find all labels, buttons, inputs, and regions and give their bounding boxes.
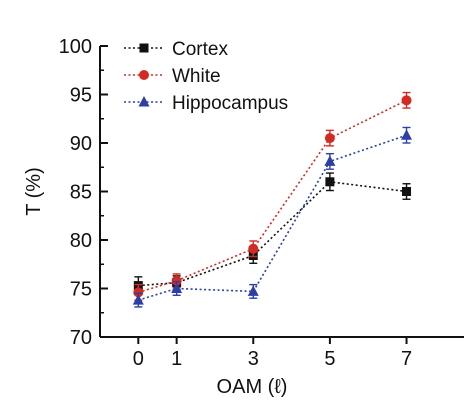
x-tick-label: 5 — [324, 348, 335, 370]
legend-marker — [139, 43, 149, 53]
x-tick-label: 3 — [248, 348, 259, 370]
series-line — [138, 99, 407, 294]
data-point — [171, 282, 183, 293]
legend-marker — [138, 96, 150, 107]
data-point — [324, 155, 336, 166]
legend-entry: White — [124, 66, 221, 87]
y-tick-label: 75 — [70, 279, 92, 301]
y-tick-label: 95 — [70, 85, 92, 107]
data-point — [401, 129, 413, 140]
data-point — [402, 187, 412, 196]
data-point — [133, 287, 144, 298]
y-tick-label: 80 — [70, 230, 92, 252]
data-point — [401, 95, 412, 106]
data-point — [247, 285, 259, 296]
data-point — [248, 243, 259, 254]
data-point — [171, 275, 182, 286]
y-tick-label: 70 — [70, 327, 92, 349]
series-layer — [132, 91, 413, 308]
data-point — [132, 294, 144, 305]
x-tick-label: 0 — [133, 348, 144, 370]
legend: Cortex White Hippocampus — [124, 39, 288, 114]
legend-label: Hippocampus — [172, 93, 288, 114]
axes: 70 75 80 85 90 95 100 0 1 3 5 7 — [59, 36, 464, 370]
legend-marker — [139, 70, 149, 80]
y-tick-label: 85 — [70, 182, 92, 204]
y-axis-title: T (%) — [23, 167, 45, 216]
y-tick-label: 90 — [70, 133, 92, 155]
y-tick-label: 100 — [59, 36, 92, 58]
series-hippocampus — [132, 126, 413, 308]
x-tick-label: 1 — [171, 348, 182, 370]
data-point — [324, 133, 335, 144]
series-white — [133, 91, 412, 301]
data-point — [325, 177, 335, 187]
x-tick-label: 7 — [401, 348, 412, 370]
x-axis-title: OAM (ℓ) — [217, 376, 288, 398]
legend-label: White — [172, 66, 221, 87]
legend-label: Cortex — [172, 39, 228, 60]
legend-entry: Hippocampus — [124, 93, 288, 114]
legend-entry: Cortex — [124, 39, 228, 60]
series-line — [138, 180, 407, 287]
